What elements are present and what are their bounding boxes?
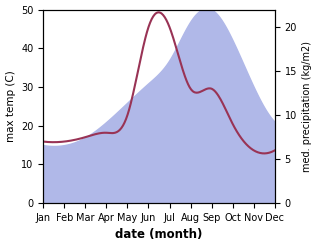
Y-axis label: max temp (C): max temp (C) (5, 70, 16, 142)
Y-axis label: med. precipitation (kg/m2): med. precipitation (kg/m2) (302, 41, 313, 172)
X-axis label: date (month): date (month) (115, 228, 203, 242)
